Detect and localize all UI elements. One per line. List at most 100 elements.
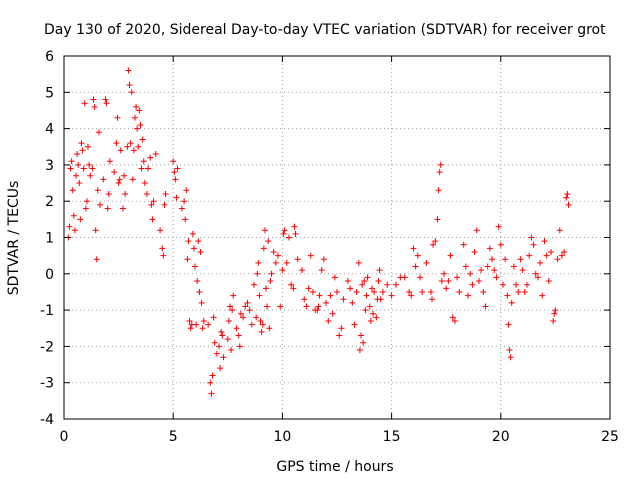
data-point [220, 354, 227, 361]
data-point [368, 285, 375, 292]
data-point [534, 274, 541, 281]
data-point [80, 165, 87, 172]
data-point [242, 303, 249, 310]
data-point [190, 245, 197, 252]
data-point [401, 274, 408, 281]
y-tick-labels: -4 -3 -2 -1 0 1 2 3 4 5 6 [40, 49, 54, 428]
data-point [471, 249, 478, 256]
data-point [364, 274, 371, 281]
x-tick-label: 20 [492, 429, 510, 445]
data-point [303, 303, 310, 310]
data-point [265, 238, 272, 245]
data-point [493, 274, 500, 281]
data-point [181, 198, 188, 205]
data-point [258, 328, 265, 335]
data-point [129, 176, 136, 183]
data-point [334, 288, 340, 295]
data-point [443, 285, 450, 292]
x-tick-label: 15 [383, 429, 401, 445]
data-point [199, 325, 206, 332]
data-point [486, 245, 493, 252]
data-point [152, 151, 159, 158]
data-point [552, 307, 559, 314]
data-point [294, 256, 301, 263]
data-point [218, 328, 225, 335]
data-point [246, 307, 253, 314]
data-point [532, 270, 539, 277]
points-layer [65, 67, 572, 397]
data-point [406, 288, 413, 295]
data-point [363, 292, 370, 299]
data-point [267, 278, 274, 285]
data-point [489, 256, 496, 263]
y-tick-label: 4 [45, 122, 54, 138]
data-point [94, 187, 101, 194]
data-point [133, 103, 140, 110]
grid-layer [64, 56, 610, 419]
x-tick-label: 25 [601, 429, 619, 445]
data-point [353, 288, 360, 295]
data-point [379, 288, 386, 295]
data-point [257, 317, 264, 324]
data-point [563, 194, 570, 201]
data-point [233, 325, 240, 332]
data-point [260, 245, 267, 252]
data-point [261, 227, 268, 234]
data-point [268, 270, 275, 277]
x-tick-label: 10 [273, 429, 291, 445]
data-point [475, 278, 482, 285]
data-point [344, 278, 351, 285]
data-point [340, 296, 347, 303]
data-point [75, 161, 82, 168]
data-point [138, 165, 145, 172]
data-point [209, 372, 216, 379]
data-point [183, 187, 190, 194]
data-point [149, 216, 156, 223]
data-point [226, 303, 233, 310]
data-point [73, 172, 80, 179]
data-point [517, 256, 524, 263]
data-point [408, 292, 415, 299]
data-point [103, 100, 110, 107]
data-point [558, 252, 565, 259]
data-point [114, 114, 121, 121]
x-tick-labels: 0 5 10 15 20 25 [60, 429, 619, 445]
data-point [360, 339, 367, 346]
data-point [556, 227, 563, 234]
data-point [100, 176, 107, 183]
data-point [217, 365, 224, 372]
data-point [81, 100, 88, 107]
data-point [467, 270, 474, 277]
data-point [196, 288, 203, 295]
data-point [178, 205, 185, 212]
data-point [219, 332, 226, 339]
y-tick-label: 5 [45, 85, 54, 101]
data-point [198, 299, 205, 306]
data-point [69, 187, 76, 194]
y-tick-label: 6 [45, 49, 54, 65]
data-point [506, 347, 513, 354]
data-point [147, 154, 154, 161]
data-point [119, 205, 126, 212]
data-point [373, 314, 380, 321]
data-point [513, 281, 520, 288]
data-point [349, 299, 356, 306]
data-point [441, 270, 448, 277]
y-axis-title: SDTVAR / TECUs [6, 181, 22, 296]
data-point [116, 176, 123, 183]
data-point [305, 285, 312, 292]
data-point [189, 230, 196, 237]
data-point [171, 169, 178, 176]
data-point [377, 296, 384, 303]
data-point [347, 285, 354, 292]
data-point [210, 314, 217, 321]
data-point [141, 180, 148, 187]
data-point [541, 238, 548, 245]
data-point [515, 288, 522, 295]
data-point [66, 223, 73, 230]
data-point [197, 249, 204, 256]
y-tick-label: 0 [45, 267, 54, 283]
y-tick-label: 1 [45, 231, 54, 247]
data-point [70, 212, 77, 219]
data-point [91, 103, 98, 110]
